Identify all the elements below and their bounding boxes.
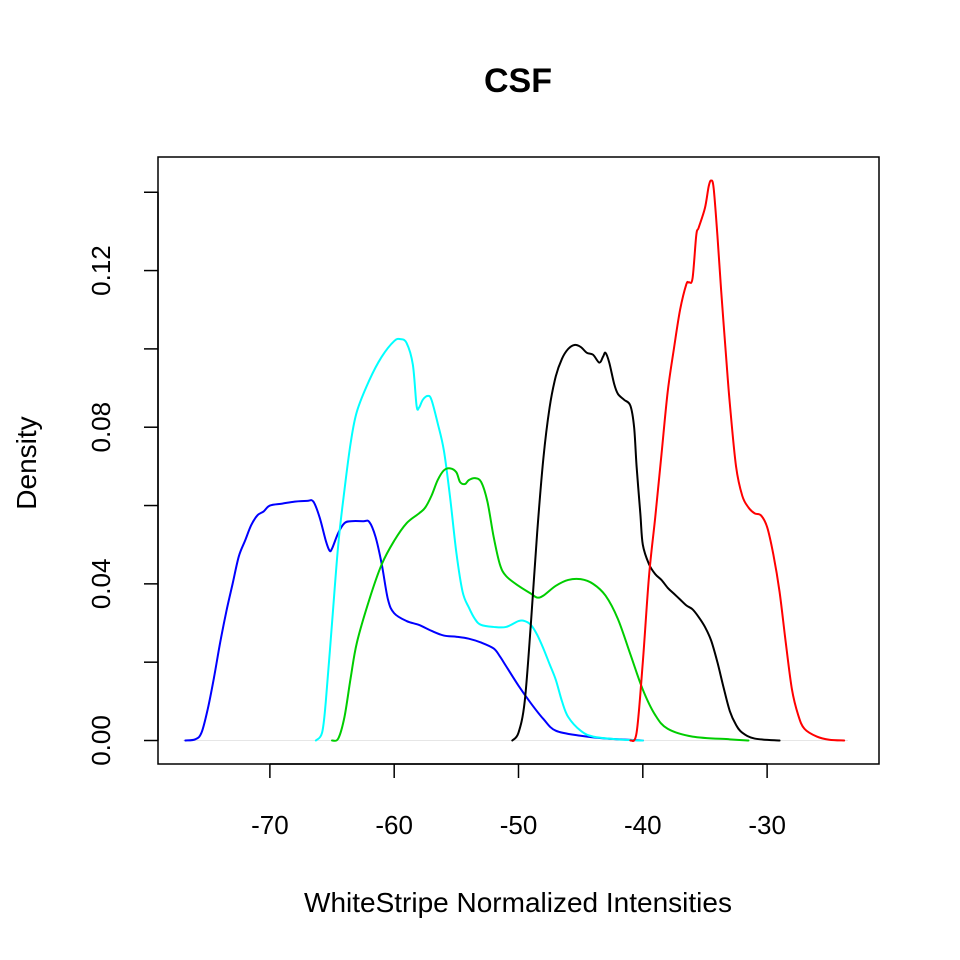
density-series-line-1 [184,499,644,742]
x-axis: -70 -60 -50 -40 -30 [251,763,786,840]
x-tick-label: -40 [624,810,662,840]
chart-title: CSF [484,62,552,100]
y-tick-label: 0.08 [86,402,116,453]
y-axis-label: Density [11,416,42,509]
x-axis-label: WhiteStripe Normalized Intensities [304,887,732,918]
y-axis: 0.00 0.04 0.08 0.12 [86,191,159,766]
density-series-line-2 [314,337,644,742]
density-series-line-4 [511,343,781,742]
x-tick-label: -30 [748,810,786,840]
x-tick-label: -60 [375,810,413,840]
y-tick-label: 0.00 [86,715,116,766]
x-tick-label: -70 [251,810,289,840]
x-tick-label: -50 [500,810,538,840]
plot-frame [157,156,880,765]
y-tick-label: 0.12 [86,245,116,296]
series-layer [182,179,848,742]
density-series-line-5 [629,179,846,742]
y-tick-label: 0.04 [86,559,116,610]
density-series-line-3 [331,467,750,742]
